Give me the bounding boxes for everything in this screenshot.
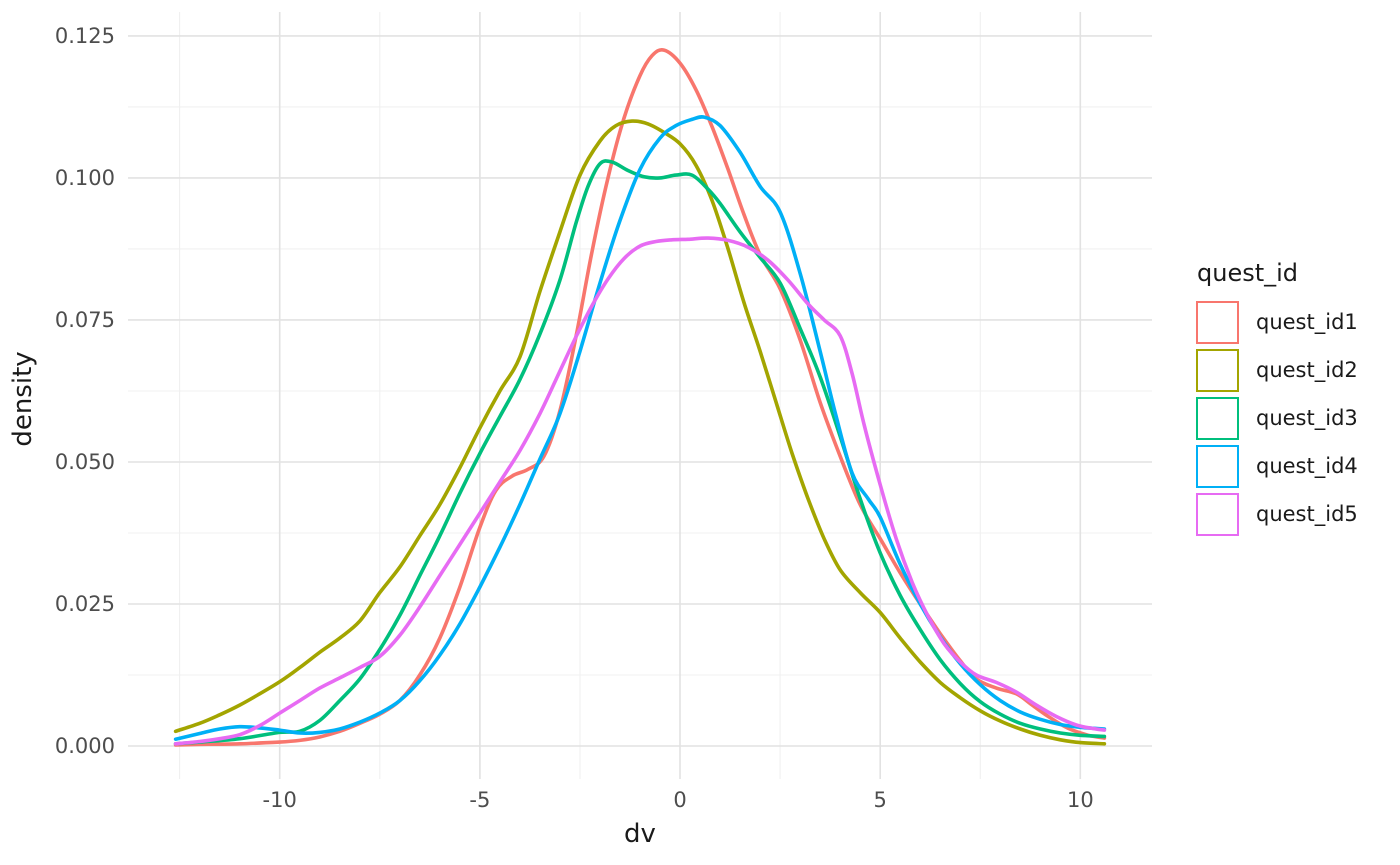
legend-item-quest_id1: quest_id1	[1196, 300, 1358, 344]
y-tick-label-0.075: 0.075	[54, 307, 115, 332]
x-tick-label--5: -5	[469, 788, 491, 812]
legend-key-quest_id2	[1196, 348, 1239, 392]
legend-item-quest_id4: quest_id4	[1196, 444, 1358, 488]
legend-key-quest_id4	[1196, 444, 1239, 488]
legend-item-quest_id3: quest_id3	[1196, 396, 1358, 440]
legend-item-quest_id2: quest_id2	[1196, 348, 1358, 392]
legend-title: quest_id	[1197, 259, 1299, 287]
x-tick-label-5: 5	[873, 788, 887, 812]
x-axis-title: dv	[624, 819, 656, 849]
legend: quest_id quest_id1 quest_id2 quest_id3 ques…	[1196, 258, 1358, 540]
y-axis-title: density	[8, 351, 38, 447]
legend-label-quest_id3: quest_id3	[1256, 406, 1358, 430]
density-curve-quest_id4	[173, 115, 1107, 741]
density-curve-quest_id2	[173, 119, 1107, 746]
density-curve-quest_id3	[173, 159, 1107, 746]
density-curve-quest_id1	[173, 47, 1107, 747]
y-tick-label-0.050: 0.050	[54, 449, 115, 474]
legend-label-quest_id4: quest_id4	[1256, 454, 1358, 478]
y-tick-label-0.100: 0.100	[54, 165, 115, 190]
y-tick-label-0.000: 0.000	[54, 734, 115, 759]
x-tick-label-10: 10	[1066, 788, 1094, 812]
legend-item-quest_id5: quest_id5	[1196, 492, 1358, 536]
legend-key-quest_id1	[1196, 300, 1239, 344]
legend-label-quest_id5: quest_id5	[1256, 502, 1358, 526]
legend-key-quest_id3	[1196, 396, 1239, 440]
y-tick-label-0.125: 0.125	[54, 23, 115, 48]
legend-label-quest_id2: quest_id2	[1256, 358, 1358, 382]
legend-key-quest_id5	[1196, 492, 1239, 536]
y-tick-label-0.025: 0.025	[54, 592, 115, 616]
x-tick-label-0: 0	[673, 788, 687, 812]
density-curve-quest_id5	[173, 236, 1107, 746]
x-tick-label--10: -10	[262, 788, 297, 812]
legend-label-quest_id1: quest_id1	[1256, 310, 1358, 334]
